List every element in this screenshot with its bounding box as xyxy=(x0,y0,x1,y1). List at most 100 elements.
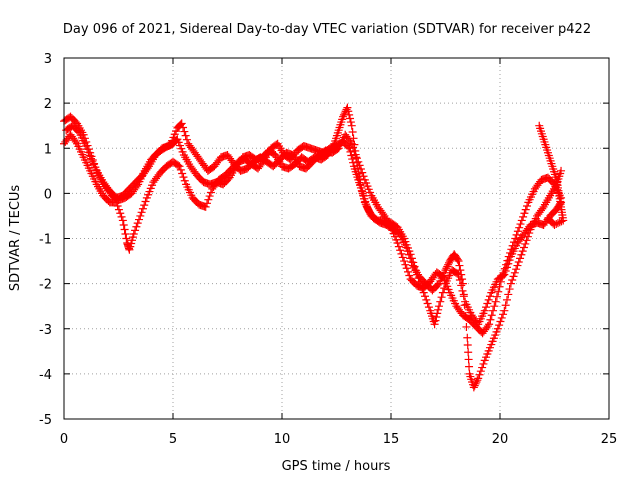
data-point xyxy=(521,205,530,214)
data-point xyxy=(454,257,463,266)
data-point xyxy=(348,128,357,137)
data-point xyxy=(557,217,566,226)
data-point xyxy=(471,379,480,388)
data-point xyxy=(453,269,462,278)
data-point xyxy=(501,301,510,310)
data-point xyxy=(422,295,431,304)
data-point xyxy=(500,306,509,315)
data-point xyxy=(438,271,447,280)
data-point xyxy=(71,137,80,146)
data-point xyxy=(363,202,372,211)
data-point xyxy=(133,219,142,228)
x-axis-label: GPS time / hours xyxy=(282,459,391,474)
plot-frame xyxy=(63,57,610,420)
data-point xyxy=(347,139,356,148)
data-point xyxy=(393,239,402,248)
data-point xyxy=(413,270,422,279)
data-point xyxy=(347,151,356,160)
data-point xyxy=(174,161,183,170)
data-point xyxy=(120,225,129,234)
data-point xyxy=(434,302,443,311)
y-axis-label: SDTVAR / TECUs xyxy=(8,185,23,292)
y-tick-label: 1 xyxy=(44,142,52,157)
data-point xyxy=(394,242,403,251)
data-point xyxy=(432,313,441,322)
data-point xyxy=(483,322,492,331)
data-point xyxy=(177,119,186,128)
data-point xyxy=(470,381,479,390)
data-point xyxy=(346,147,355,156)
data-point xyxy=(411,266,420,275)
data-point xyxy=(504,252,513,261)
data-point xyxy=(339,112,348,121)
data-point xyxy=(543,214,552,223)
data-point xyxy=(347,121,356,130)
data-point xyxy=(492,292,501,301)
data-point xyxy=(165,140,174,149)
data-point xyxy=(342,105,351,114)
data-point xyxy=(457,281,466,290)
data-point xyxy=(182,135,191,144)
data-point xyxy=(355,161,364,170)
data-point xyxy=(351,150,360,159)
data-point xyxy=(516,254,525,263)
data-point xyxy=(138,204,147,213)
data-point xyxy=(180,127,189,136)
data-point xyxy=(517,216,526,225)
data-points xyxy=(60,103,568,392)
data-point xyxy=(121,229,130,238)
data-point xyxy=(458,275,467,284)
data-point xyxy=(518,247,527,256)
data-point xyxy=(117,212,126,221)
data-point xyxy=(352,154,361,163)
data-point xyxy=(510,268,519,277)
data-point xyxy=(344,107,353,116)
data-point xyxy=(442,264,451,273)
data-point xyxy=(181,131,190,140)
data-point xyxy=(203,199,212,208)
data-point xyxy=(405,271,414,280)
data-point xyxy=(134,215,143,224)
data-point xyxy=(454,270,463,279)
series-track-d xyxy=(535,121,568,229)
data-point xyxy=(363,204,372,213)
data-point xyxy=(178,169,187,178)
data-point xyxy=(469,383,478,392)
data-point xyxy=(345,144,354,153)
data-point xyxy=(502,295,511,304)
data-point xyxy=(136,211,145,220)
data-point xyxy=(484,295,493,304)
data-point xyxy=(114,205,123,214)
data-point xyxy=(205,192,214,201)
data-point xyxy=(401,260,410,269)
y-tick-label: -4 xyxy=(39,368,52,383)
y-tick-label: -5 xyxy=(39,413,52,428)
data-point xyxy=(343,103,352,112)
data-point xyxy=(476,367,485,376)
data-point xyxy=(521,239,530,248)
data-point xyxy=(437,293,446,302)
data-point xyxy=(438,288,447,297)
data-point xyxy=(515,223,524,232)
data-point xyxy=(340,109,349,118)
data-point xyxy=(116,209,125,218)
y-tick-label: -3 xyxy=(39,323,52,338)
data-point xyxy=(455,261,464,270)
data-point xyxy=(463,333,472,342)
data-point xyxy=(490,302,499,311)
x-tick-label: 25 xyxy=(601,432,618,447)
data-point xyxy=(398,253,407,262)
data-point xyxy=(414,274,423,283)
data-point xyxy=(433,309,442,318)
data-point xyxy=(505,285,514,294)
data-point xyxy=(410,262,419,271)
data-point xyxy=(513,227,522,236)
data-point xyxy=(424,303,433,312)
data-point xyxy=(180,176,189,185)
data-point xyxy=(176,165,185,174)
data-point xyxy=(201,202,210,211)
x-tick-label: 5 xyxy=(169,432,177,447)
data-point xyxy=(500,264,509,273)
data-point xyxy=(495,282,504,291)
